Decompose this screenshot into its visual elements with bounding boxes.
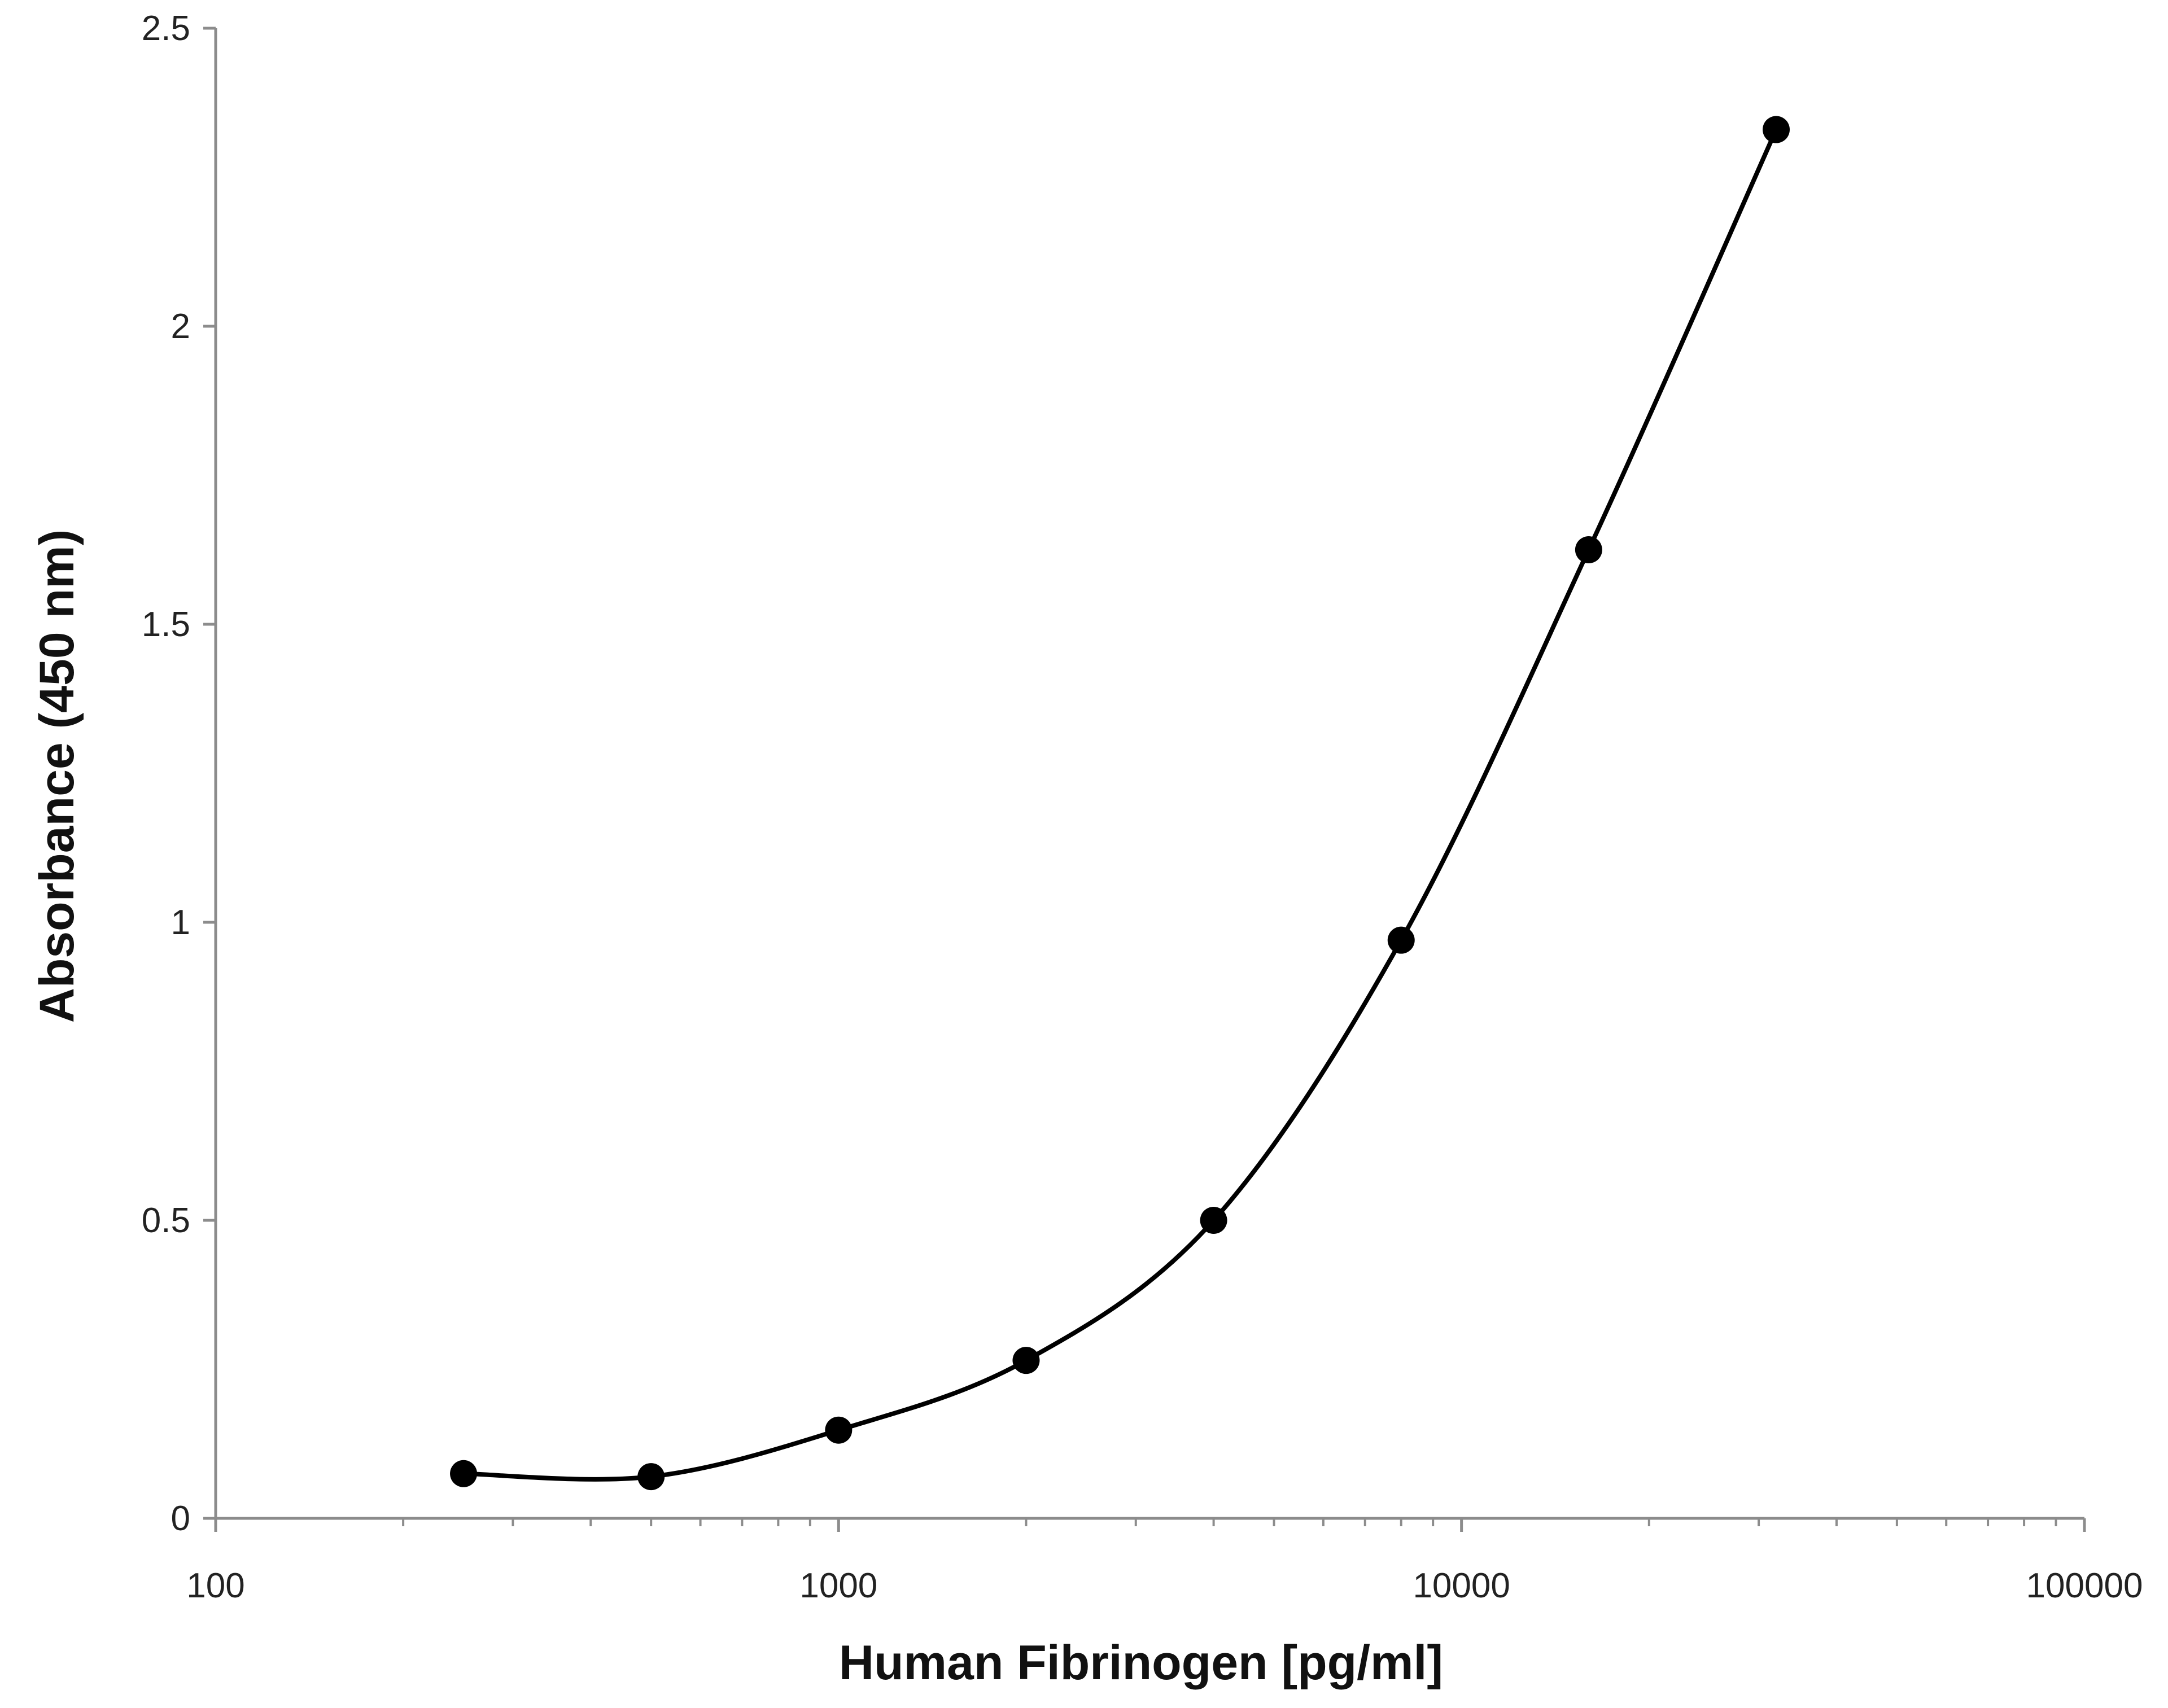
data-point xyxy=(1575,536,1602,563)
data-point xyxy=(1763,116,1790,143)
data-point xyxy=(1012,1347,1040,1374)
tick-labels: 0 0.5 1 1.5 2 2.5 100 1000 10000 100000 xyxy=(142,9,2143,1605)
y-tick-label: 1.5 xyxy=(142,605,190,644)
y-tick-label: 0 xyxy=(171,1499,190,1538)
x-tick-label: 10000 xyxy=(1413,1566,1510,1605)
axes xyxy=(214,28,2084,1520)
x-tick-label: 1000 xyxy=(799,1566,877,1605)
x-tick-label: 100000 xyxy=(2026,1566,2143,1605)
data-point xyxy=(1387,926,1415,954)
data-point xyxy=(637,1463,665,1491)
y-tick-label: 1 xyxy=(171,903,190,942)
y-tick-label: 2.5 xyxy=(142,9,190,48)
y-tick-label: 0.5 xyxy=(142,1201,190,1240)
data-point xyxy=(1200,1207,1227,1234)
x-tick-label: 100 xyxy=(186,1566,244,1605)
y-tick-label: 2 xyxy=(171,307,190,346)
y-axis-title: Absorbance (450 nm) xyxy=(30,529,84,1023)
data-markers xyxy=(450,116,1790,1491)
data-point xyxy=(450,1460,478,1487)
tick-marks xyxy=(203,27,2086,1532)
x-axis-title: Human Fibrinogen [pg/ml] xyxy=(839,1636,1443,1690)
data-point xyxy=(825,1416,853,1444)
